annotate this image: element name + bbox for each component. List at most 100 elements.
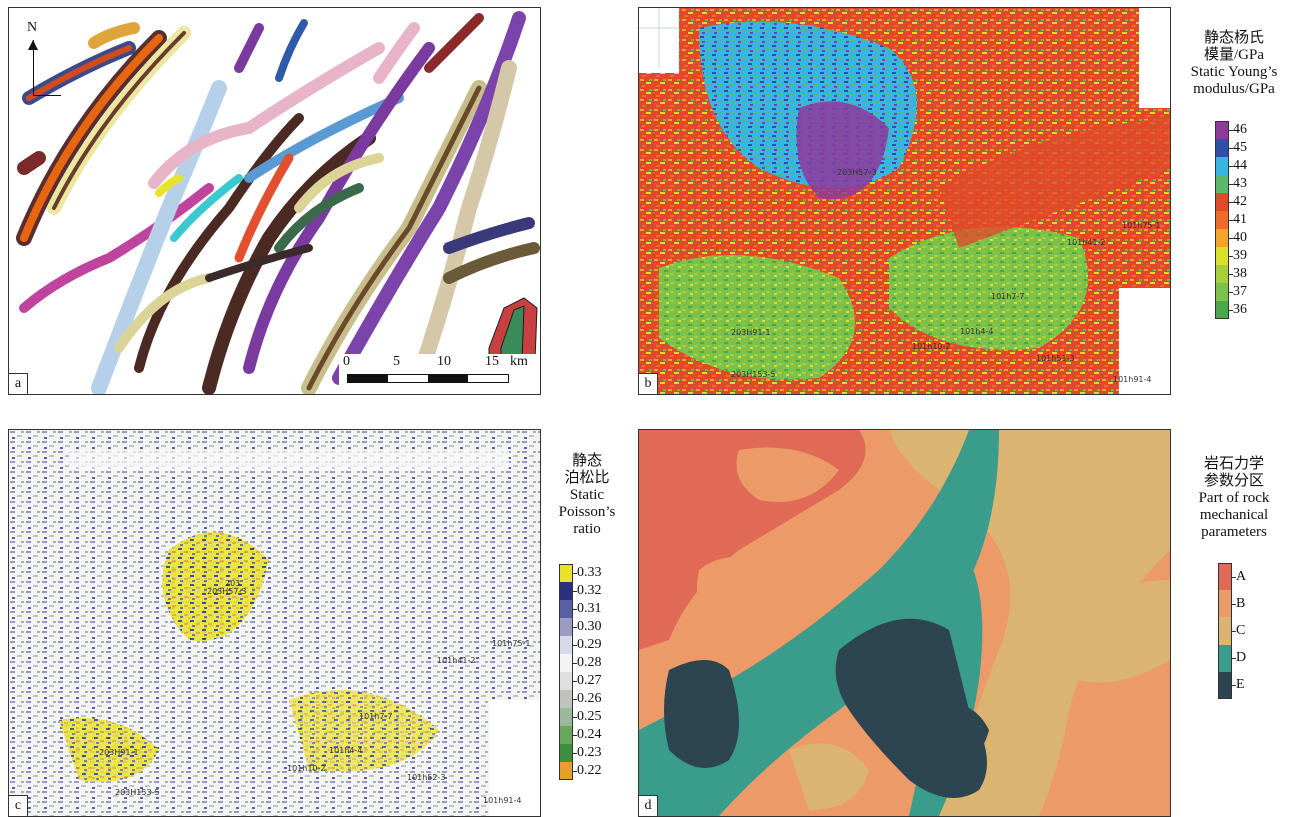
legend-title: 静态 — [571, 453, 602, 469]
well-label: 203H91-1 — [99, 748, 139, 757]
colorbar-tick-label: 43 — [1233, 176, 1247, 191]
colorbar-tick — [573, 771, 577, 772]
well-label: 101h41-2 — [1067, 238, 1106, 247]
well-label: 101h41-2 — [437, 656, 476, 665]
colorbar-swatch — [559, 636, 573, 654]
colorbar-tick-label: 0.30 — [577, 619, 602, 634]
colorbar-tick-label: 0.23 — [577, 745, 602, 760]
colorbar-tick — [1229, 220, 1233, 221]
colorbar-tick-label: 0.31 — [577, 601, 602, 616]
colorbar-tick — [1229, 292, 1233, 293]
fault-planes-illustration — [16, 11, 540, 394]
colorbar-tick-label: D — [1236, 650, 1247, 666]
colorbar-swatch — [1215, 157, 1229, 175]
colorbar-tick — [1229, 148, 1233, 149]
colorbar-tick-label: 41 — [1233, 212, 1247, 227]
panel-label-d: d — [639, 795, 658, 816]
colorbar-tick-label: 0.28 — [577, 655, 602, 670]
well-label: 101h10-2 — [912, 342, 951, 351]
colorbar-tick-label: 46 — [1233, 122, 1247, 137]
colorbar-tick-label: 0.22 — [577, 763, 602, 778]
well-label: 101h51-3 — [1036, 354, 1075, 363]
panel-c-poissons-ratio-map: 203 203H57-3 101h75-1 101h41-2 101h7-7 2… — [8, 429, 541, 817]
rock-mechanics-zone-map — [639, 430, 1170, 816]
well-label: 101h10-2 — [287, 764, 326, 773]
panel-label-a: a — [9, 373, 28, 394]
legend-title: 模量/GPa — [1203, 47, 1264, 63]
colorbar-swatch — [1215, 247, 1229, 265]
well-label: 101h91-4 — [1113, 375, 1152, 384]
colorbar-tick-label: 0.24 — [577, 727, 602, 742]
poissons-ratio-raster — [9, 430, 540, 816]
well-label: 203 — [225, 579, 241, 588]
colorbar-tick — [1229, 166, 1233, 167]
colorbar-swatch — [1215, 265, 1229, 283]
colorbar-youngs-modulus: 46 45 44 43 42 41 40 39 38 37 36 — [1215, 121, 1247, 319]
scale-tick-0: 0 — [343, 354, 350, 369]
panel-label-b: b — [639, 373, 658, 394]
colorbar-swatch — [1215, 283, 1229, 301]
legend-title: parameters — [1201, 524, 1267, 540]
colorbar-swatch — [1218, 617, 1232, 645]
colorbar-tick — [573, 753, 577, 754]
colorbar-tick — [573, 663, 577, 664]
colorbar-tick — [573, 645, 577, 646]
colorbar-swatch — [1218, 563, 1232, 591]
colorbar-tick-label: 0.29 — [577, 637, 602, 652]
legend-title: Poisson’s — [558, 504, 616, 520]
well-label: 101h91-4 — [483, 796, 522, 805]
well-label: 101h75-1 — [1122, 221, 1161, 230]
colorbar-tick — [573, 573, 577, 574]
colorbar-swatch — [559, 690, 573, 708]
colorbar-tick-label: B — [1236, 595, 1246, 611]
colorbar-tick — [1232, 631, 1236, 632]
colorbar-swatch — [559, 654, 573, 672]
colorbar-tick — [1229, 256, 1233, 257]
colorbar-swatch — [559, 618, 573, 636]
colorbar-swatch — [1218, 644, 1232, 672]
well-label: 101h75-1 — [492, 639, 531, 648]
colorbar-tick-label: 0.32 — [577, 583, 602, 598]
colorbar-swatch — [1215, 301, 1229, 319]
well-label: 203H153-5 — [731, 370, 776, 379]
legend-title: Static — [569, 487, 605, 503]
legend-title: 岩石力学 — [1203, 456, 1264, 472]
colorbar-tick-label: 0.27 — [577, 673, 602, 688]
colorbar-tick — [573, 609, 577, 610]
legend-title: Static Young’s — [1190, 64, 1278, 80]
colorbar-tick — [1229, 184, 1233, 185]
colorbar-tick-label: 37 — [1233, 284, 1247, 299]
colorbar-tick — [573, 735, 577, 736]
colorbar-swatch — [559, 762, 573, 780]
colorbar-tick-label: 0.26 — [577, 691, 602, 706]
colorbar-tick-label: 36 — [1233, 302, 1247, 317]
colorbar-tick-label: 0.25 — [577, 709, 602, 724]
well-label: 101h7-7 — [991, 292, 1025, 301]
colorbar-tick — [1229, 310, 1233, 311]
colorbar-tick — [1229, 274, 1233, 275]
north-arrow: N — [27, 20, 61, 100]
well-label: 203H91-1 — [731, 328, 771, 337]
well-label: 101h4-4 — [960, 327, 994, 336]
colorbar-swatch — [1218, 590, 1232, 618]
scale-unit: km — [510, 354, 528, 369]
colorbar-tick — [573, 681, 577, 682]
colorbar-tick — [1229, 130, 1233, 131]
colorbar-swatch — [559, 672, 573, 690]
colorbar-tick-label: A — [1236, 568, 1247, 584]
panel-b-youngs-modulus-map: 203H57-3 101h75-1 101h41-2 101h7-7 203H9… — [638, 7, 1171, 395]
north-label: N — [27, 20, 38, 35]
well-label: 203H153-5 — [115, 788, 160, 797]
scale-tick-5: 5 — [393, 354, 400, 369]
legend-title: 泊松比 — [564, 470, 610, 486]
colorbar-tick — [1232, 685, 1236, 687]
colorbar-tick-label: C — [1236, 623, 1246, 638]
colorbar-swatch — [1215, 193, 1229, 211]
colorbar-swatch — [559, 582, 573, 600]
legend-title: 静态杨氏 — [1203, 30, 1264, 46]
colorbar-tick — [573, 717, 577, 718]
well-label: 101h4-4 — [329, 746, 363, 755]
colorbar-tick-label: 40 — [1233, 230, 1247, 245]
colorbar-tick — [1232, 603, 1236, 605]
legend-title: 参数分区 — [1203, 473, 1264, 489]
